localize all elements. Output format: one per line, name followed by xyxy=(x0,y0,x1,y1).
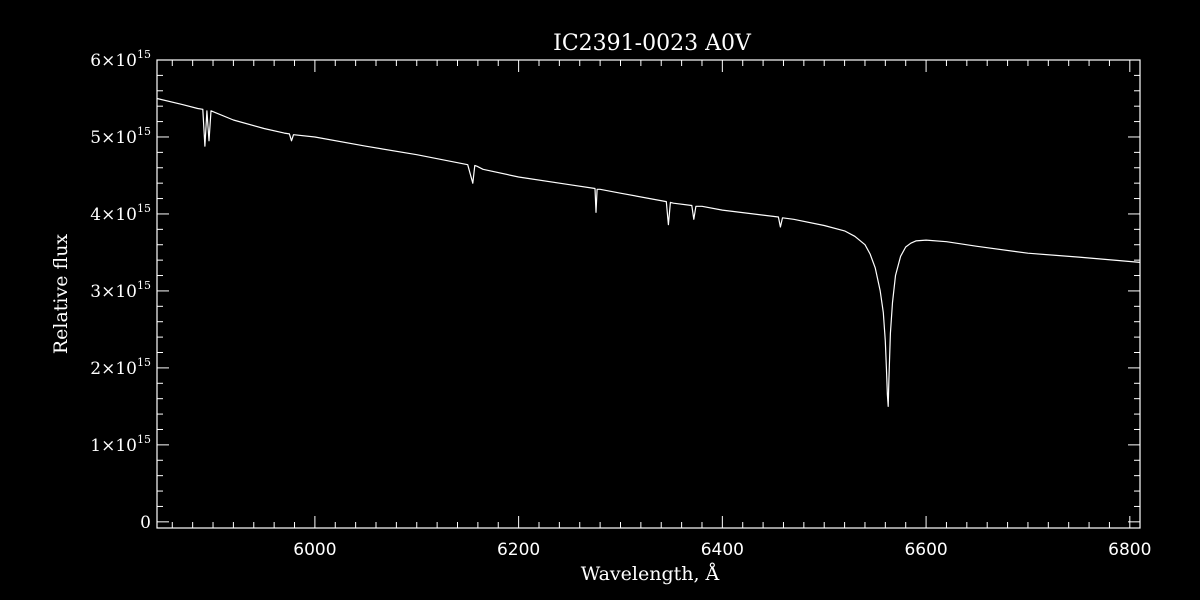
y-tick-label: 5×1015 xyxy=(90,125,151,148)
x-tick-label: 6400 xyxy=(701,540,744,560)
x-axis-label: Wavelength, Å xyxy=(581,563,720,585)
x-tick-label: 6000 xyxy=(293,540,336,560)
minor-ticks xyxy=(157,60,1140,528)
x-tick-label: 6800 xyxy=(1108,540,1151,560)
x-tick-labels: 6000 6200 6400 6600 6800 xyxy=(293,540,1151,560)
plot-frame xyxy=(156,59,1141,529)
series-layer xyxy=(156,97,1141,407)
y-tick-label: 4×1015 xyxy=(90,202,151,225)
y-tick-label: 3×1015 xyxy=(90,279,151,302)
y-tick-label: 6×1015 xyxy=(90,48,151,71)
y-tick-labels: 0 1×1015 2×1015 3×1015 4×1015 5×1015 6×1015 xyxy=(90,48,151,533)
y-axis-label: Relative flux xyxy=(50,234,72,355)
x-tick-label: 6600 xyxy=(904,540,947,560)
x-tick-label: 6200 xyxy=(497,540,540,560)
spectrum-line xyxy=(156,97,1141,407)
chart-title: IC2391-0023 A0V xyxy=(553,31,752,56)
major-ticks xyxy=(157,59,1140,528)
y-tick-label: 1×1015 xyxy=(90,433,151,456)
y-tick-label: 2×1015 xyxy=(90,356,151,379)
y-tick-label: 0 xyxy=(140,513,151,533)
